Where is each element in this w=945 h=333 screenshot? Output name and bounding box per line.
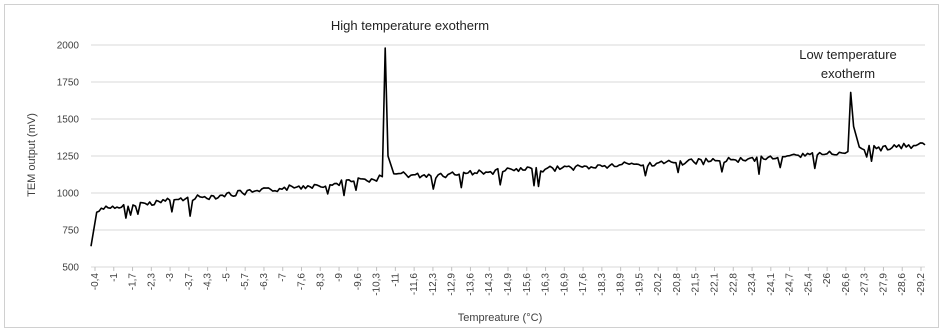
x-tick-label: -1 [109, 273, 120, 282]
x-tick-label: -9,6 [353, 273, 364, 291]
x-tick-label: -15,6 [522, 273, 533, 296]
x-tick-label: -20,2 [653, 273, 664, 296]
x-tick-label: -11,6 [409, 273, 420, 295]
x-tick-label: -16,3 [541, 273, 552, 296]
y-tick-label: 1500 [57, 115, 80, 126]
annotation-low-exotherm-line2: exotherm [821, 66, 875, 81]
x-tick-label: -24,7 [785, 273, 796, 296]
x-tick-label: -18,3 [597, 273, 608, 296]
x-tick-label: -7,6 [297, 273, 308, 291]
x-tick-label: -11 [390, 273, 401, 287]
x-tick-label: -19,5 [634, 273, 645, 296]
x-tick-label: -18,9 [616, 273, 627, 296]
x-tick-label: -9 [334, 273, 345, 282]
x-tick-label: -10,3 [372, 273, 383, 296]
x-tick-label: -22,1 [710, 273, 721, 296]
x-tick-label: -24,1 [766, 273, 777, 296]
y-tick-labels: 500 750 1000 1250 1500 1750 2000 [57, 41, 80, 274]
y-tick-label: 2000 [57, 41, 80, 52]
x-tick-label: -5 [221, 273, 232, 282]
x-tick-label: -1,7 [128, 273, 139, 291]
x-tick-label: -22,8 [728, 273, 739, 296]
x-tick-label: -14,3 [484, 273, 495, 296]
x-tick-label: -28,6 [897, 273, 908, 296]
x-tick-label: -3,7 [184, 273, 195, 291]
tem-output-line [90, 47, 926, 247]
x-tick-label: -17,6 [578, 273, 589, 296]
x-tick-label: -0,4 [90, 273, 101, 291]
x-tick-label: -21,5 [691, 273, 702, 296]
x-tick-label: -13,6 [465, 273, 476, 296]
x-tick-label: -26,6 [841, 273, 852, 296]
annotation-high-exotherm: High temperature exotherm [331, 18, 489, 33]
x-tick-label: -12,3 [428, 273, 439, 296]
y-tick-label: 1250 [57, 152, 80, 163]
x-tick-label: -27,9 [878, 273, 889, 296]
x-tick-label: -12,9 [447, 273, 458, 296]
x-tick-label: -4,3 [203, 273, 214, 291]
x-tick-label: -27,3 [860, 273, 871, 296]
x-tick-label: -3 [165, 273, 176, 282]
annotation-low-exotherm-line1: Low temperature [799, 47, 897, 62]
x-tick-label: -16,9 [559, 273, 570, 296]
x-tick-label: -20,8 [672, 273, 683, 296]
y-tick-label: 1000 [57, 189, 80, 200]
x-axis-label: Tempreature (°C) [458, 312, 542, 324]
x-tick-label: -14,9 [503, 273, 514, 296]
x-tick-label: -23,4 [747, 273, 758, 296]
y-tick-label: 500 [62, 263, 79, 274]
y-tick-label: 750 [62, 226, 79, 237]
x-tick-label: -25,4 [803, 273, 814, 296]
x-tick-label: -29,2 [916, 273, 927, 296]
x-tick-label: -26 [822, 273, 833, 288]
exotherm-line-chart: 500 750 1000 1250 1500 1750 2000 -0,4 -1 -1,7 -2,… [26, 18, 927, 324]
x-tick-label: -5,7 [240, 273, 251, 291]
x-tick-labels: -0,4 -1 -1,7 -2,3 -3 -3,7 -4,3 -5 -5,7 -6,3 -7 -7,6… [90, 267, 927, 296]
y-axis-label: TEM output (mV) [26, 113, 38, 197]
chart-frame: 500 750 1000 1250 1500 1750 2000 -0,4 -1 -1,7 -2,… [4, 4, 939, 328]
x-tick-label: -7 [278, 273, 289, 282]
y-tick-label: 1750 [57, 78, 80, 89]
x-tick-label: -8,3 [315, 273, 326, 291]
x-tick-label: -6,3 [259, 273, 270, 291]
x-tick-label: -2,3 [146, 273, 157, 291]
